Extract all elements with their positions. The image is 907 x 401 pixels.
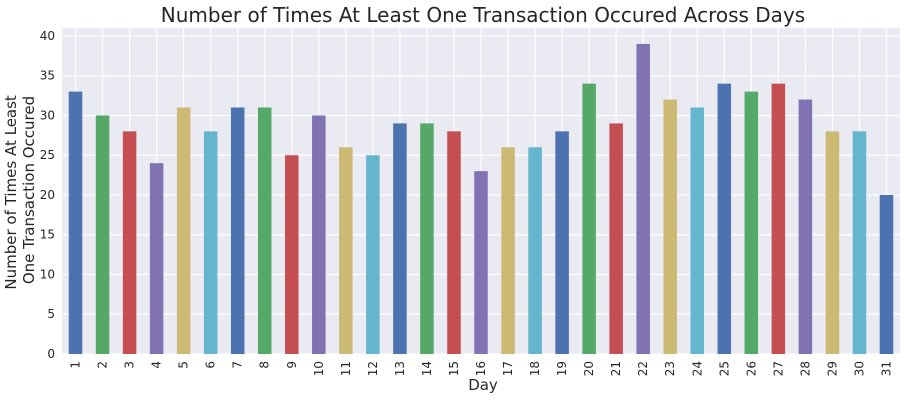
y-tick-label: 10 bbox=[40, 267, 55, 281]
x-tick-label: 10 bbox=[312, 361, 326, 376]
bar-day-19 bbox=[555, 131, 569, 354]
x-tick-label: 7 bbox=[231, 361, 245, 369]
x-tick-label: 5 bbox=[177, 361, 191, 369]
bar-day-18 bbox=[528, 147, 542, 354]
x-tick-label: 11 bbox=[339, 361, 353, 376]
x-tick-label: 21 bbox=[609, 361, 623, 376]
x-tick-label: 19 bbox=[555, 361, 569, 376]
bar-day-7 bbox=[230, 107, 245, 354]
x-tick-label: 4 bbox=[150, 361, 164, 369]
bar-day-16 bbox=[474, 171, 488, 354]
y-tick-label: 40 bbox=[40, 29, 55, 43]
bar-day-3 bbox=[122, 131, 137, 354]
y-tick-label: 30 bbox=[40, 108, 55, 122]
x-tick-label: 15 bbox=[447, 361, 461, 376]
x-tick-label: 9 bbox=[285, 361, 299, 369]
x-tick-label: 24 bbox=[690, 361, 704, 376]
bar-day-8 bbox=[257, 107, 272, 354]
y-tick-labels: 0 5 10 15 20 25 30 35 40 bbox=[40, 29, 55, 361]
x-tick-label: 26 bbox=[744, 361, 758, 376]
x-tick-labels: 1 2 3 4 5 6 7 8 9 10 11 12 13 14 15 16 17 18 19 20 21 22 23 24 2… bbox=[69, 361, 894, 376]
bar-day-15 bbox=[447, 131, 461, 354]
bars bbox=[68, 43, 894, 355]
y-axis-title-line-2: One Transaction Occured bbox=[20, 96, 38, 284]
x-tick-label: 18 bbox=[528, 361, 542, 376]
y-tick-label: 25 bbox=[40, 148, 55, 162]
y-tick-label: 5 bbox=[47, 307, 55, 321]
bar-day-12 bbox=[366, 155, 380, 354]
bar-day-6 bbox=[203, 131, 218, 354]
y-tick-label: 0 bbox=[47, 347, 55, 361]
y-axis-title-line-1: Number of Times At Least bbox=[2, 95, 20, 290]
x-tick-label: 16 bbox=[474, 361, 488, 376]
bar-day-14 bbox=[420, 123, 434, 354]
bar-day-11 bbox=[339, 147, 353, 354]
bar-day-25 bbox=[717, 83, 732, 354]
x-tick-label: 27 bbox=[771, 361, 785, 376]
x-tick-label: 2 bbox=[96, 361, 110, 369]
bar-day-17 bbox=[501, 147, 515, 354]
bar-day-30 bbox=[852, 131, 867, 354]
x-tick-label: 6 bbox=[204, 361, 218, 369]
bar-day-22 bbox=[636, 43, 650, 355]
bar-day-23 bbox=[663, 99, 677, 354]
x-axis-title: Day bbox=[468, 376, 498, 394]
bar-day-5 bbox=[176, 107, 191, 354]
x-tick-label: 25 bbox=[717, 361, 731, 376]
x-tick-label: 20 bbox=[582, 361, 596, 376]
x-tick-label: 17 bbox=[501, 361, 515, 376]
x-tick-label: 3 bbox=[123, 361, 137, 369]
x-tick-label: 14 bbox=[420, 361, 434, 376]
x-tick-label: 1 bbox=[69, 361, 83, 369]
y-tick-label: 35 bbox=[40, 69, 55, 83]
x-tick-label: 29 bbox=[825, 361, 839, 376]
bar-day-29 bbox=[825, 131, 840, 354]
bar-day-10 bbox=[312, 115, 326, 355]
bar-day-28 bbox=[798, 99, 813, 354]
bar-day-13 bbox=[393, 123, 407, 354]
x-tick-label: 30 bbox=[852, 361, 866, 376]
bar-day-27 bbox=[771, 83, 786, 354]
bar-day-2 bbox=[95, 115, 110, 355]
x-tick-label: 31 bbox=[879, 361, 893, 376]
y-axis-title: Number of Times At Least One Transaction… bbox=[2, 90, 38, 289]
x-tick-label: 23 bbox=[663, 361, 677, 376]
x-tick-label: 22 bbox=[636, 361, 650, 376]
y-tick-label: 20 bbox=[40, 188, 55, 202]
bar-day-20 bbox=[582, 83, 596, 354]
bar-day-21 bbox=[609, 123, 623, 354]
bar-day-9 bbox=[285, 155, 299, 354]
y-tick-label: 15 bbox=[40, 228, 55, 242]
bar-day-26 bbox=[744, 91, 759, 355]
bar-day-1 bbox=[68, 91, 83, 355]
x-tick-label: 13 bbox=[393, 361, 407, 376]
bar-day-31 bbox=[879, 194, 894, 354]
x-tick-label: 28 bbox=[798, 361, 812, 376]
x-tick-label: 8 bbox=[258, 361, 272, 369]
bar-day-24 bbox=[690, 107, 705, 354]
chart-title: Number of Times At Least One Transaction… bbox=[161, 3, 805, 27]
bar-day-4 bbox=[149, 163, 164, 354]
x-tick-label: 12 bbox=[366, 361, 380, 376]
